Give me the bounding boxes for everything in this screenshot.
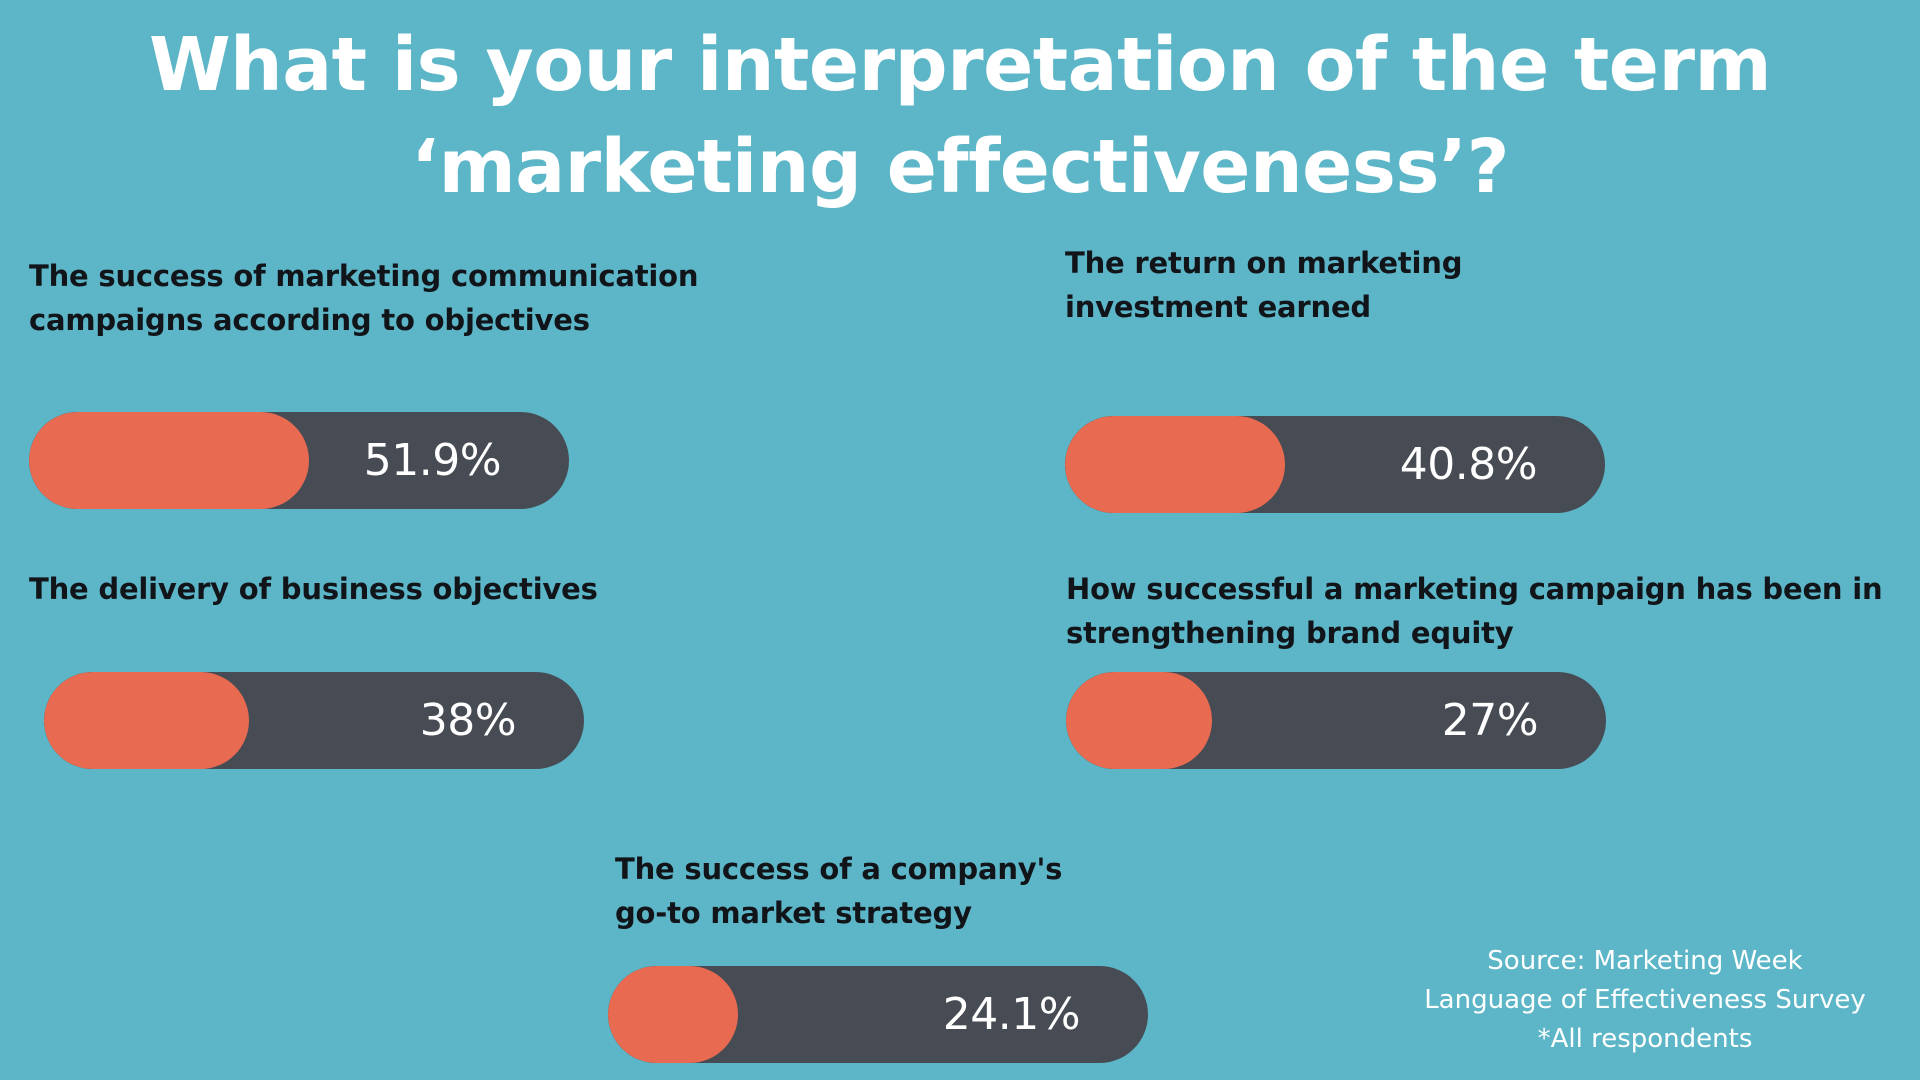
bar-label-2: The return on marketing investment earne… [1065, 246, 1463, 324]
chart-title-line-1: What is your interpretation of the term [148, 22, 1772, 108]
bar-track-5: 24.1% [608, 966, 1148, 1063]
bar-fill-1 [29, 412, 309, 509]
bar-label-3: The delivery of business objectives [29, 572, 598, 606]
bar-fill-5 [608, 966, 738, 1063]
bar-value-label-2: 40.8% [1399, 439, 1538, 490]
source-line-3: *All respondents [1537, 1024, 1753, 1054]
bar-value-label-5: 24.1% [942, 989, 1081, 1040]
chart-title-line-2: ‘marketing effectiveness’? [410, 124, 1510, 210]
bar-fill-4 [1066, 672, 1212, 769]
source-line-1: Source: Marketing Week [1487, 946, 1803, 976]
source-line-2: Language of Effectiveness Survey [1424, 985, 1866, 1015]
source-note: Source: Marketing Week Language of Effec… [1380, 942, 1910, 1059]
bar-fill-3 [44, 672, 249, 769]
bar-value-label-3: 38% [419, 695, 517, 746]
bar-value-label-4: 27% [1441, 695, 1539, 746]
bar-track-3: 38% [44, 672, 584, 769]
bar-fill-2 [1065, 416, 1285, 513]
chart-title: What is your interpretation of the term … [0, 14, 1920, 218]
bar-label-5: The success of a company's go-to market … [615, 852, 1063, 930]
bar-label-1: The success of marketing communication c… [29, 259, 699, 337]
bar-label-4: How successful a marketing campaign has … [1066, 572, 1883, 650]
bar-track-2: 40.8% [1065, 416, 1605, 513]
bar-track-4: 27% [1066, 672, 1606, 769]
bar-value-label-1: 51.9% [363, 435, 502, 486]
bar-track-1: 51.9% [29, 412, 569, 509]
